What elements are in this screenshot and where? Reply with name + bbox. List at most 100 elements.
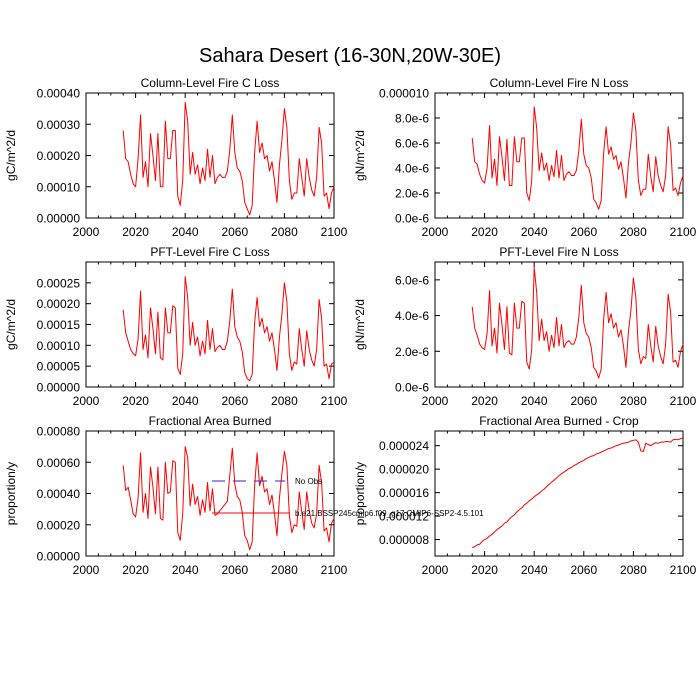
- x-tick-label: 2100: [321, 394, 348, 408]
- plot-frame: [85, 92, 335, 219]
- y-tick-label: 0.00015: [37, 318, 81, 332]
- y-tick-label: 2.0e-6: [395, 345, 429, 359]
- x-tick-label: 2060: [221, 394, 248, 408]
- x-tick-label: 2100: [321, 225, 348, 239]
- y-axis-label: proportion/y: [353, 462, 367, 525]
- y-tick-label: 0.0e-6: [395, 212, 429, 226]
- y-tick-label: 4.0e-6: [395, 162, 429, 176]
- x-tick-label: 2040: [172, 563, 199, 577]
- x-tick-label: 2020: [471, 225, 498, 239]
- panel-title: Fractional Area Burned - Crop: [479, 414, 639, 428]
- plot-frame: [434, 430, 684, 557]
- x-tick-label: 2000: [422, 225, 449, 239]
- y-tick-label: 0.00060: [37, 456, 81, 470]
- plot-frame: [434, 92, 684, 219]
- panel-3: PFT-Level Fire C Loss gC/m^2/d 2000 2020 204…: [4, 245, 348, 408]
- series-line-1: [122, 276, 335, 382]
- x-tick-label: 2040: [172, 394, 199, 408]
- series-line-1: [122, 101, 335, 216]
- x-tick-label: 2060: [221, 225, 248, 239]
- x-tick-label: 2080: [620, 563, 647, 577]
- y-tick-label: 0.00040: [37, 87, 81, 101]
- panel-title: Column-Level Fire C Loss: [141, 76, 280, 90]
- x-tick-label: 2000: [73, 563, 100, 577]
- y-axis-label: gN/m^2/d: [353, 299, 367, 350]
- y-tick-label: 0.00030: [37, 118, 81, 132]
- y-tick-label: 6.0e-6: [395, 273, 429, 287]
- y-tick-label: 8.0e-6: [395, 112, 429, 126]
- y-axis-label: proportion/y: [4, 462, 18, 525]
- y-tick-label: 4.0e-6: [395, 309, 429, 323]
- y-tick-label: 0.00020: [37, 297, 81, 311]
- legend: No Obs b.e21.BSSP245cmip6.f09_g17.CMIP6-…: [212, 477, 484, 518]
- x-tick-label: 2000: [73, 394, 100, 408]
- y-tick-label: 0.00000: [37, 212, 81, 226]
- y-tick-label: 0.00000: [37, 550, 81, 564]
- panel-title: Fractional Area Burned: [149, 414, 272, 428]
- y-tick-label: 0.000010: [379, 87, 429, 101]
- page-title: Sahara Desert (16-30N,20W-30E): [199, 45, 501, 67]
- y-tick-label: 0.00020: [37, 149, 81, 163]
- panel-title: PFT-Level Fire C Loss: [150, 245, 269, 259]
- panel-4: PFT-Level Fire N Loss gN/m^2/d 2000 2020 204…: [353, 245, 697, 408]
- y-tick-label: 2.0e-6: [395, 187, 429, 201]
- legend-label-no-obs: No Obs: [295, 477, 322, 486]
- y-tick-label: 0.00025: [37, 276, 81, 290]
- panel-1: Column-Level Fire C Loss gC/m^2/d 2000 2020…: [4, 76, 348, 239]
- x-tick-label: 2020: [471, 563, 498, 577]
- panel-6: Fractional Area Burned - Crop proportion/…: [353, 414, 697, 577]
- x-tick-label: 2080: [271, 225, 298, 239]
- x-tick-label: 2020: [122, 225, 149, 239]
- y-tick-label: 6.0e-6: [395, 137, 429, 151]
- x-tick-label: 2000: [73, 225, 100, 239]
- y-tick-label: 0.00010: [37, 180, 81, 194]
- x-tick-label: 2080: [271, 563, 298, 577]
- x-tick-label: 2040: [521, 563, 548, 577]
- y-tick-label: 0.000016: [379, 486, 429, 500]
- x-tick-label: 2020: [122, 563, 149, 577]
- panel-5: Fractional Area Burned proportion/y 2000 20…: [4, 414, 348, 577]
- y-tick-label: 0.0e-6: [395, 381, 429, 395]
- x-tick-label: 2100: [321, 563, 348, 577]
- x-tick-label: 2000: [422, 563, 449, 577]
- y-axis-label: gC/m^2/d: [4, 130, 18, 181]
- y-tick-label: 0.00040: [37, 487, 81, 501]
- plot-frame: [434, 261, 684, 388]
- x-tick-label: 2100: [670, 394, 697, 408]
- plot-frame: [85, 261, 335, 388]
- series-line-1: [122, 446, 335, 551]
- y-tick-label: 0.000020: [379, 463, 429, 477]
- y-tick-label: 0.000008: [379, 533, 429, 547]
- y-tick-label: 0.000024: [379, 439, 429, 453]
- y-axis-label: gC/m^2/d: [4, 299, 18, 350]
- x-tick-label: 2060: [221, 563, 248, 577]
- x-tick-label: 2020: [471, 394, 498, 408]
- panel-2: Column-Level Fire N Loss gN/m^2/d 2000 2020…: [353, 76, 697, 239]
- y-tick-label: 0.00010: [37, 339, 81, 353]
- x-tick-label: 2080: [271, 394, 298, 408]
- x-tick-label: 2040: [172, 225, 199, 239]
- x-tick-label: 2080: [620, 394, 647, 408]
- x-tick-label: 2100: [670, 563, 697, 577]
- series-line-1: [471, 266, 684, 379]
- x-tick-label: 2080: [620, 225, 647, 239]
- x-tick-label: 2040: [521, 225, 548, 239]
- panel-title: Column-Level Fire N Loss: [490, 76, 629, 90]
- x-tick-label: 2020: [122, 394, 149, 408]
- x-tick-label: 2060: [570, 563, 597, 577]
- legend-label-model: b.e21.BSSP245cmip6.f09_g17.CMIP6-SSP2-4.…: [295, 509, 484, 518]
- panel-title: PFT-Level Fire N Loss: [499, 245, 618, 259]
- y-axis-label: gN/m^2/d: [353, 130, 367, 181]
- y-tick-label: 0.000012: [379, 510, 429, 524]
- panels: Column-Level Fire C Loss gC/m^2/d 2000 2020…: [4, 76, 697, 577]
- y-tick-label: 0.00020: [37, 518, 81, 532]
- x-tick-label: 2060: [570, 394, 597, 408]
- x-tick-label: 2100: [670, 225, 697, 239]
- series-line-1: [471, 437, 684, 549]
- plot-frame: [85, 430, 335, 557]
- x-tick-label: 2040: [521, 394, 548, 408]
- y-tick-label: 0.00005: [37, 360, 81, 374]
- y-tick-label: 0.00080: [37, 425, 81, 439]
- x-tick-label: 2000: [422, 394, 449, 408]
